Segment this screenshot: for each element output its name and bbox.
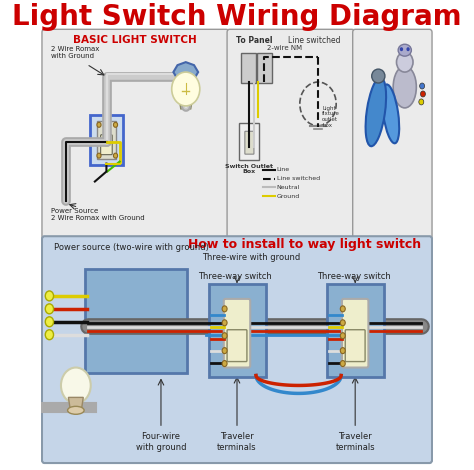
- FancyBboxPatch shape: [224, 299, 250, 368]
- Circle shape: [340, 320, 345, 326]
- FancyBboxPatch shape: [227, 330, 247, 361]
- FancyBboxPatch shape: [227, 29, 355, 239]
- FancyBboxPatch shape: [345, 330, 365, 361]
- Text: Ground: Ground: [277, 194, 300, 199]
- Text: Neutral: Neutral: [277, 185, 300, 190]
- Text: Traveler
terminals: Traveler terminals: [217, 432, 257, 452]
- Circle shape: [340, 360, 345, 367]
- FancyBboxPatch shape: [239, 123, 259, 160]
- Circle shape: [172, 72, 200, 106]
- Circle shape: [222, 360, 227, 367]
- Ellipse shape: [398, 44, 411, 56]
- Text: Three-wire with ground: Three-wire with ground: [202, 252, 301, 262]
- Circle shape: [222, 320, 227, 326]
- FancyBboxPatch shape: [257, 53, 272, 83]
- Text: How to install to way light switch: How to install to way light switch: [188, 238, 421, 251]
- Text: 2-wire NM: 2-wire NM: [266, 45, 301, 51]
- Ellipse shape: [393, 66, 416, 108]
- FancyBboxPatch shape: [241, 53, 256, 83]
- FancyBboxPatch shape: [42, 236, 432, 463]
- Text: Light Switch Wiring Diagram: Light Switch Wiring Diagram: [12, 3, 462, 31]
- Text: Switch Outlet
Box: Switch Outlet Box: [226, 164, 273, 174]
- Circle shape: [222, 348, 227, 353]
- Circle shape: [419, 99, 424, 105]
- Circle shape: [340, 348, 345, 353]
- Text: Light
fixture
outlet
box: Light fixture outlet box: [322, 106, 340, 128]
- FancyBboxPatch shape: [42, 29, 229, 239]
- Circle shape: [113, 122, 118, 127]
- Circle shape: [406, 47, 410, 51]
- Circle shape: [420, 91, 426, 97]
- Circle shape: [113, 153, 118, 158]
- Text: 2 Wire Romax
with Ground: 2 Wire Romax with Ground: [51, 46, 100, 59]
- Circle shape: [46, 317, 54, 327]
- Circle shape: [46, 304, 54, 314]
- Text: Traveler
terminals: Traveler terminals: [336, 432, 375, 452]
- Circle shape: [340, 333, 345, 339]
- Polygon shape: [179, 99, 192, 109]
- Circle shape: [46, 291, 54, 301]
- FancyBboxPatch shape: [90, 115, 123, 164]
- Text: Line switched: Line switched: [277, 176, 320, 181]
- Text: Power source (two-wire with ground): Power source (two-wire with ground): [54, 243, 209, 251]
- FancyBboxPatch shape: [342, 299, 368, 368]
- Circle shape: [222, 333, 227, 339]
- Ellipse shape: [365, 78, 386, 146]
- Circle shape: [419, 83, 425, 89]
- Ellipse shape: [396, 52, 413, 72]
- Ellipse shape: [68, 407, 84, 414]
- Ellipse shape: [372, 69, 385, 83]
- Text: Line switched: Line switched: [288, 36, 340, 45]
- Text: Three-way switch: Three-way switch: [199, 272, 272, 281]
- Text: Three-way switch: Three-way switch: [317, 272, 391, 281]
- FancyBboxPatch shape: [97, 121, 116, 159]
- Circle shape: [61, 368, 91, 403]
- Polygon shape: [68, 397, 83, 408]
- Ellipse shape: [382, 85, 399, 143]
- FancyBboxPatch shape: [85, 269, 187, 373]
- FancyBboxPatch shape: [327, 284, 384, 377]
- FancyBboxPatch shape: [209, 284, 266, 377]
- Circle shape: [97, 122, 101, 127]
- FancyBboxPatch shape: [353, 29, 432, 239]
- Text: Line: Line: [277, 167, 290, 172]
- Text: BASIC LIGHT SWITCH: BASIC LIGHT SWITCH: [73, 35, 197, 45]
- FancyBboxPatch shape: [100, 135, 112, 155]
- Polygon shape: [173, 62, 198, 82]
- Circle shape: [222, 306, 227, 312]
- Circle shape: [400, 47, 403, 51]
- Circle shape: [340, 306, 345, 312]
- Text: Four-wire
with ground: Four-wire with ground: [136, 432, 186, 452]
- Circle shape: [46, 330, 54, 340]
- FancyBboxPatch shape: [245, 131, 254, 154]
- Text: To Panel: To Panel: [236, 36, 273, 45]
- Circle shape: [97, 153, 101, 158]
- Text: Power Source
2 Wire Romax with Ground: Power Source 2 Wire Romax with Ground: [51, 208, 145, 221]
